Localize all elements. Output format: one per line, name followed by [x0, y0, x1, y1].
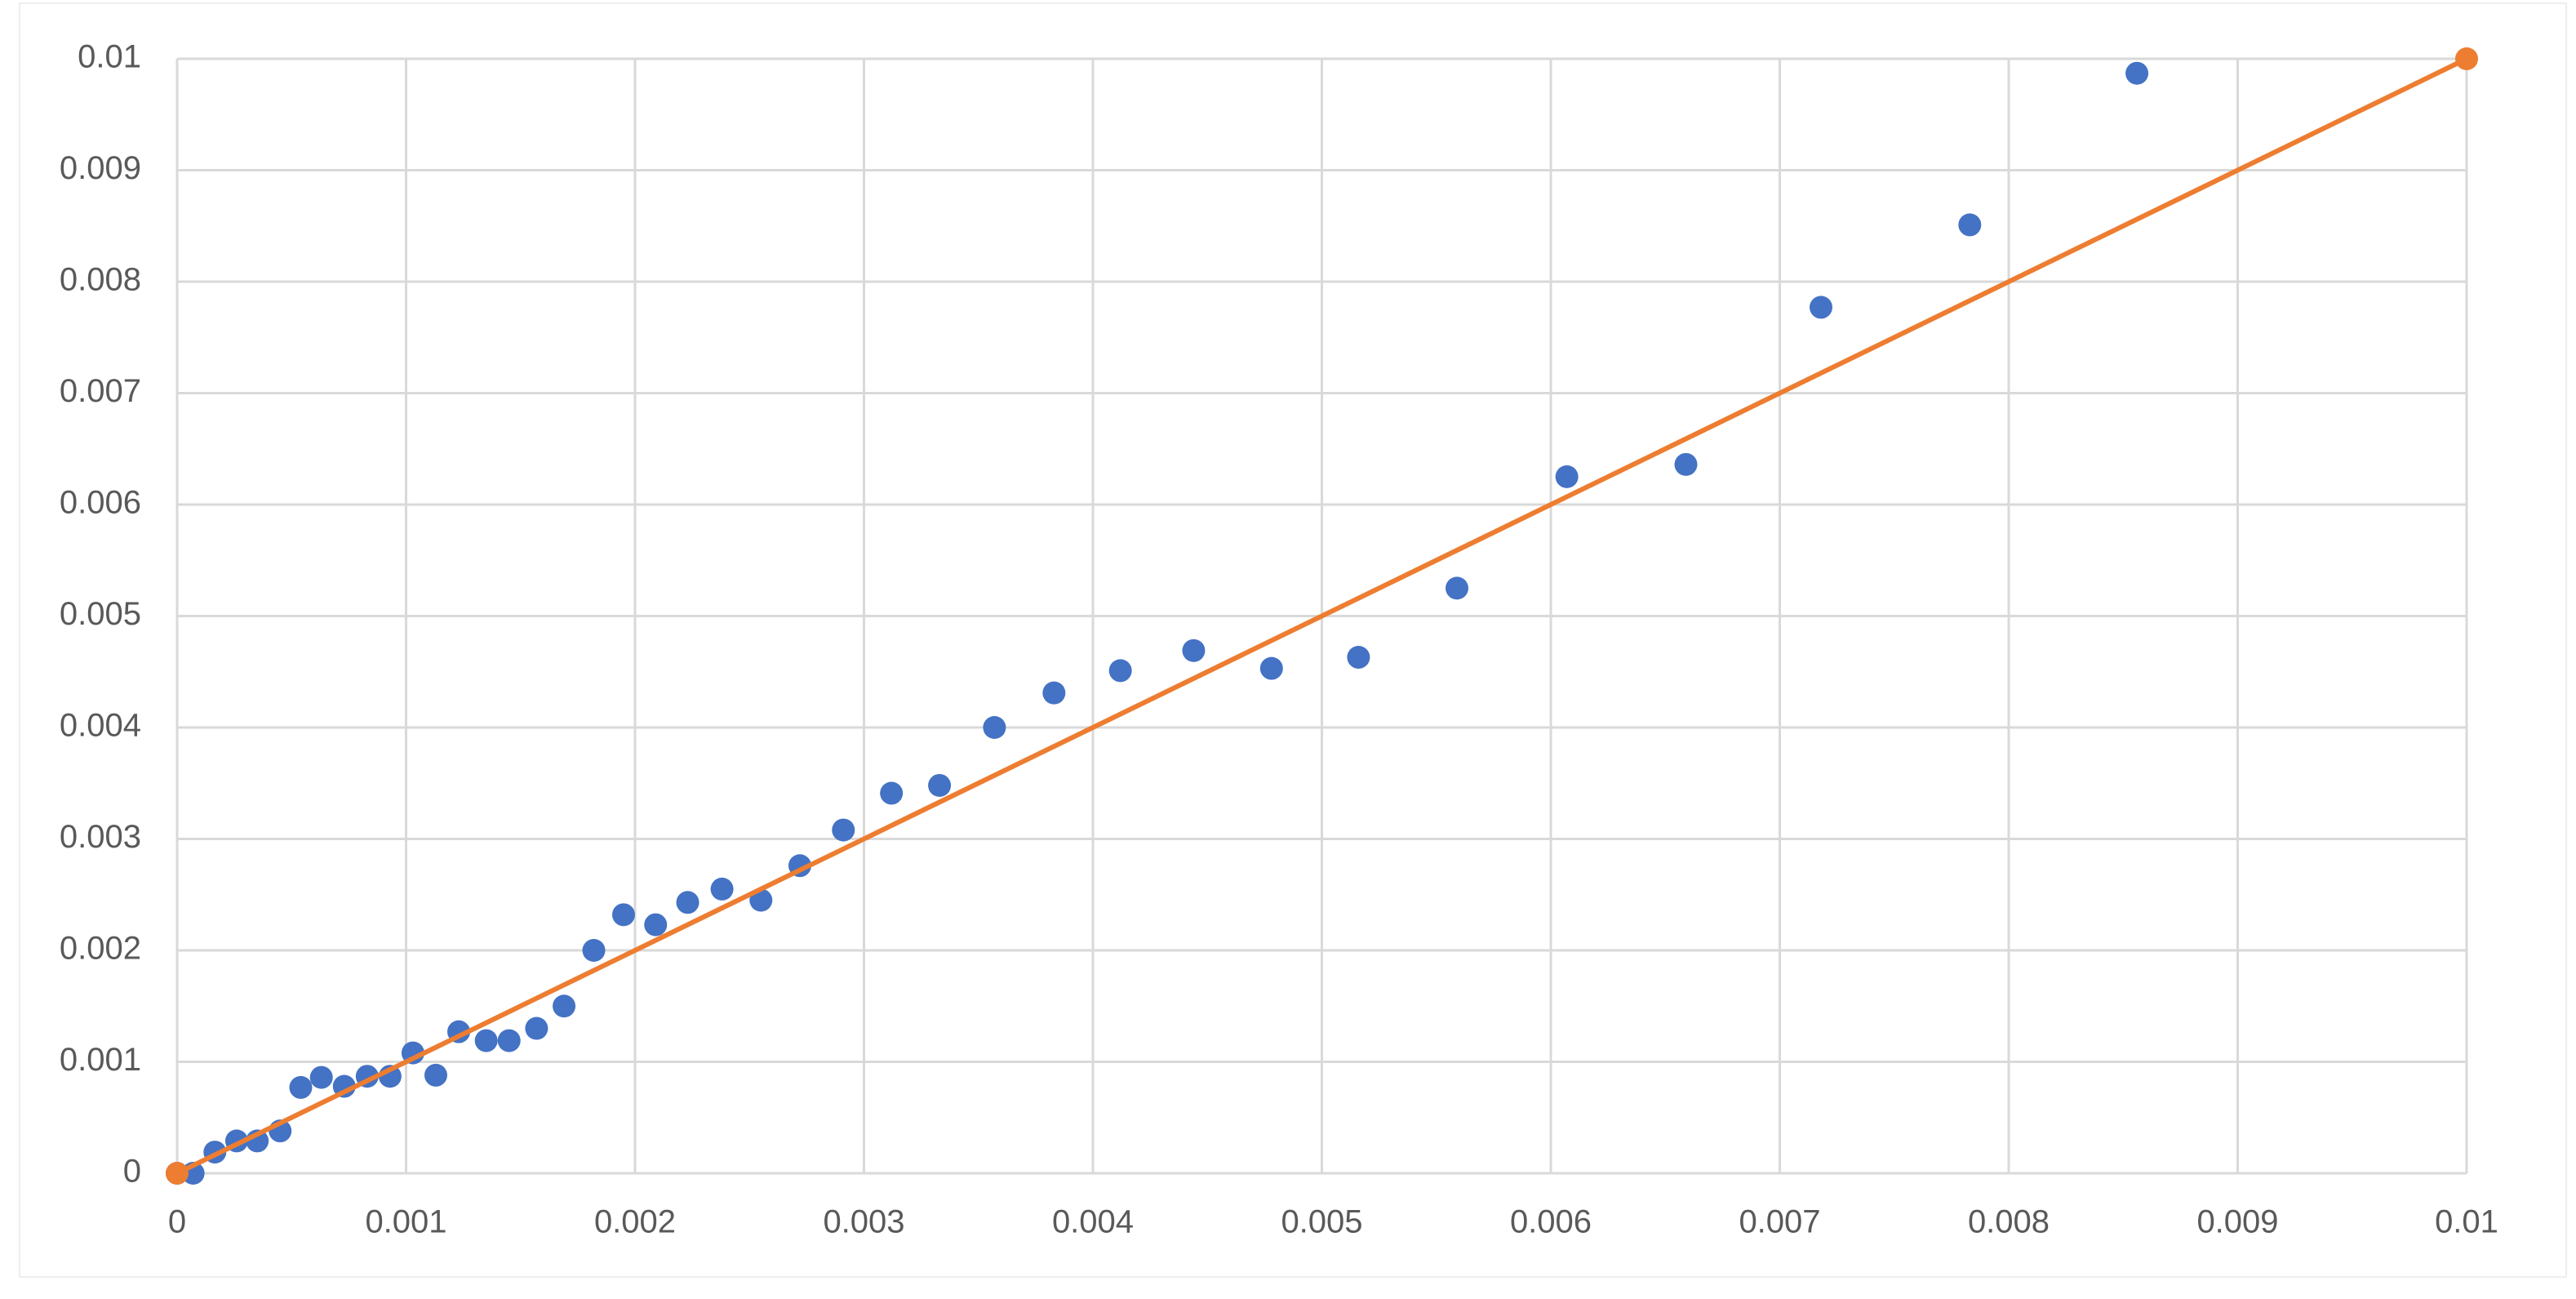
- x-tick-label: 0.01: [2435, 1204, 2498, 1240]
- x-tick-label: 0.007: [1739, 1204, 1820, 1240]
- point: [1259, 656, 1283, 680]
- y-tick-label: 0.008: [60, 262, 141, 298]
- y-tick-label: 0.003: [60, 819, 141, 855]
- point: [309, 1065, 333, 1089]
- point: [553, 994, 576, 1018]
- point: [1182, 638, 1206, 662]
- x-tick-label: 0.008: [1968, 1204, 2050, 1240]
- y-tick-label: 0.005: [60, 596, 141, 632]
- point: [1108, 659, 1132, 683]
- point: [1555, 465, 1579, 488]
- point: [582, 939, 606, 962]
- point: [611, 903, 635, 927]
- point: [497, 1029, 521, 1052]
- x-tick-label: 0.003: [823, 1204, 904, 1240]
- y-tick-label: 0.01: [78, 39, 141, 75]
- point: [832, 818, 855, 842]
- point: [1958, 213, 1982, 237]
- x-tick-label: 0: [168, 1204, 186, 1240]
- point: [676, 891, 700, 914]
- point: [983, 716, 1006, 739]
- y-tick-label: 0.006: [60, 485, 141, 521]
- point: [928, 773, 952, 797]
- point: [1809, 296, 1832, 319]
- point: [289, 1075, 313, 1099]
- point: [166, 1162, 189, 1185]
- y-tick-label: 0.001: [60, 1042, 141, 1078]
- x-tick-label: 0.005: [1281, 1204, 1362, 1240]
- x-tick-label: 0.009: [2196, 1204, 2278, 1240]
- y-tick-label: 0: [123, 1154, 141, 1190]
- x-tick-label: 0.004: [1052, 1204, 1134, 1240]
- y-tick-label: 0.007: [60, 373, 141, 409]
- point: [1674, 452, 1698, 476]
- point: [525, 1017, 549, 1040]
- point: [1445, 576, 1468, 600]
- point: [880, 781, 904, 805]
- y-tick-label: 0.009: [60, 150, 141, 186]
- point: [710, 877, 734, 901]
- point: [644, 913, 668, 936]
- point: [2125, 61, 2149, 85]
- x-tick-label: 0.001: [365, 1204, 446, 1240]
- y-tick-label: 0.004: [60, 708, 141, 744]
- point: [2455, 47, 2478, 70]
- x-tick-label: 0.006: [1510, 1204, 1592, 1240]
- y-tick-label: 0.002: [60, 931, 141, 967]
- point: [474, 1029, 498, 1052]
- point: [424, 1063, 447, 1087]
- x-tick-label: 0.002: [594, 1204, 676, 1240]
- point: [1347, 646, 1370, 670]
- trend-line: [175, 56, 2468, 1176]
- point: [1042, 681, 1066, 705]
